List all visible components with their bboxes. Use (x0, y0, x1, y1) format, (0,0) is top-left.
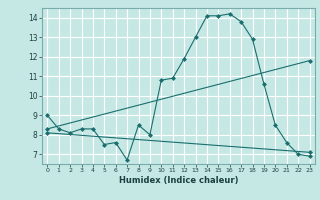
X-axis label: Humidex (Indice chaleur): Humidex (Indice chaleur) (119, 176, 238, 185)
